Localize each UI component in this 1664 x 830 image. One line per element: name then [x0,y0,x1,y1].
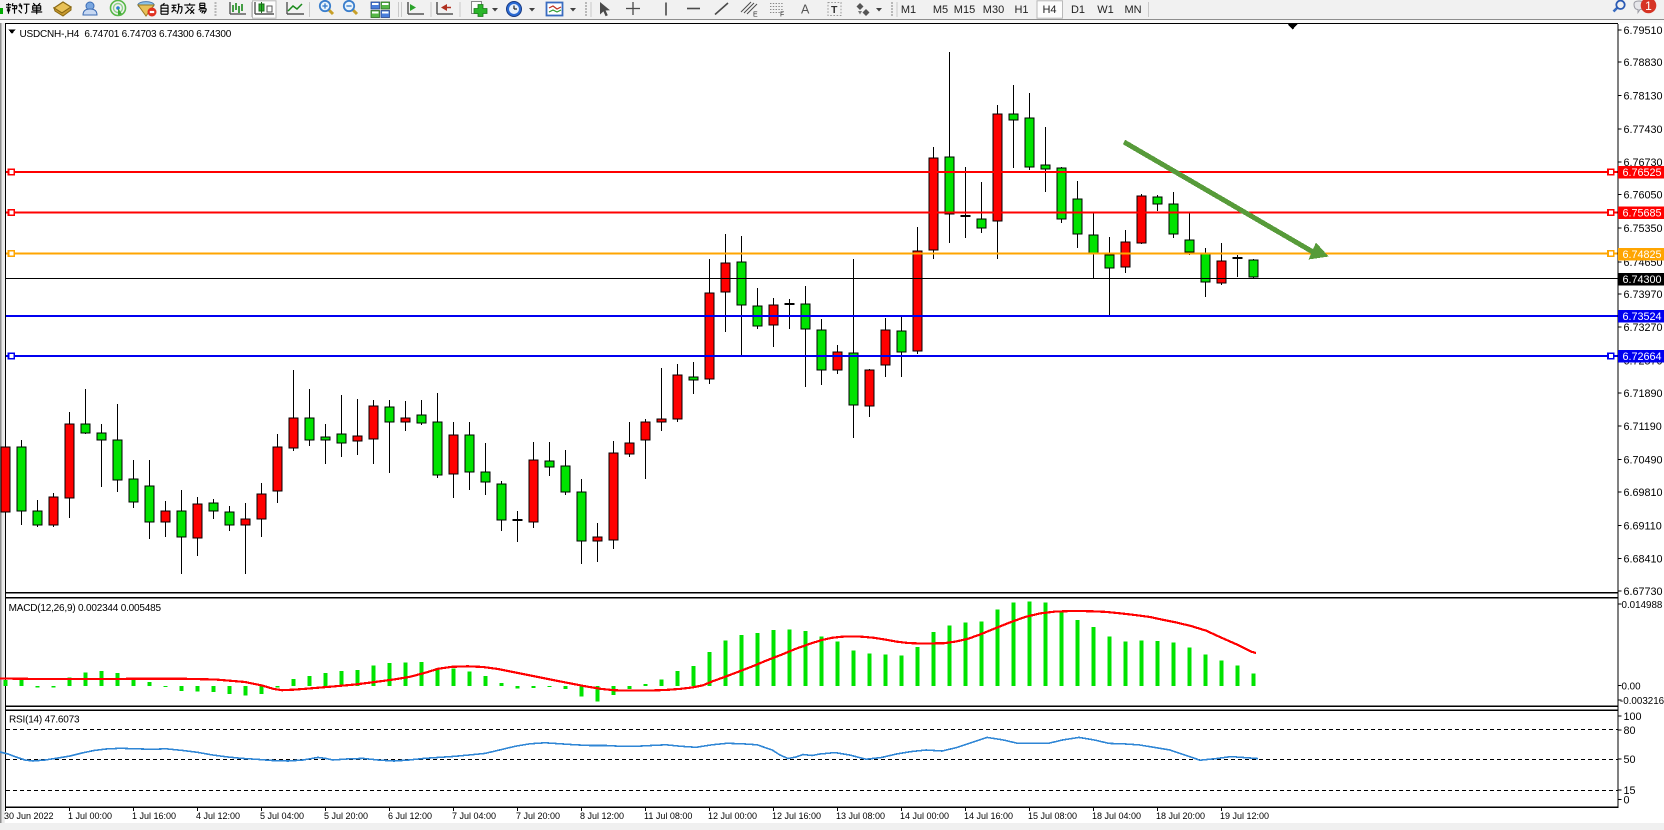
svg-text:7 Jul 20:00: 7 Jul 20:00 [516,811,560,821]
svg-text:D1: D1 [1071,4,1085,16]
svg-text:1 Jul 16:00: 1 Jul 16:00 [132,811,176,821]
svg-text:5 Jul 20:00: 5 Jul 20:00 [324,811,368,821]
svg-text:15 Jul 08:00: 15 Jul 08:00 [1028,811,1077,821]
svg-text:RSI(14) 47.6073: RSI(14) 47.6073 [9,715,80,726]
svg-text:6.74300: 6.74300 [1623,274,1662,286]
svg-text:8 Jul 12:00: 8 Jul 12:00 [580,811,624,821]
svg-text:6.73970: 6.73970 [1624,289,1663,301]
svg-text:0: 0 [1624,795,1630,807]
svg-text:7 Jul 04:00: 7 Jul 04:00 [452,811,496,821]
svg-text:-0.003216: -0.003216 [1620,696,1664,707]
svg-text:MACD(12,26,9) 0.002344 0.00548: MACD(12,26,9) 0.002344 0.005485 [9,603,162,614]
svg-text:6.76525: 6.76525 [1623,167,1662,179]
svg-text:6.75350: 6.75350 [1624,223,1663,235]
svg-text:A: A [801,3,810,17]
svg-text:MN: MN [1124,4,1141,16]
svg-text:6.77430: 6.77430 [1624,124,1663,136]
svg-text:0.014988: 0.014988 [1622,600,1663,611]
svg-text:1 Jul 00:00: 1 Jul 00:00 [68,811,112,821]
svg-text:6.78830: 6.78830 [1624,57,1663,69]
svg-text:19 Jul 12:00: 19 Jul 12:00 [1220,811,1269,821]
svg-text:H4: H4 [1042,4,1056,16]
svg-text:6.78130: 6.78130 [1624,91,1663,103]
svg-text:50: 50 [1624,754,1636,766]
svg-text:W1: W1 [1097,4,1114,16]
svg-text:F: F [780,12,784,19]
svg-text:12 Jul 16:00: 12 Jul 16:00 [772,811,821,821]
svg-text:18 Jul 04:00: 18 Jul 04:00 [1092,811,1141,821]
svg-text:M15: M15 [954,4,975,16]
svg-text:14 Jul 16:00: 14 Jul 16:00 [964,811,1013,821]
svg-text:6.69110: 6.69110 [1624,520,1662,532]
svg-text:6.76050: 6.76050 [1624,190,1663,202]
svg-text:0.00: 0.00 [1622,682,1642,693]
svg-text:13 Jul 08:00: 13 Jul 08:00 [836,811,885,821]
svg-text:30 Jun 2022: 30 Jun 2022 [4,811,54,821]
svg-text:6.72664: 6.72664 [1623,351,1662,363]
svg-text:6.73524: 6.73524 [1623,311,1662,323]
svg-text:T: T [831,4,838,16]
svg-text:5 Jul 04:00: 5 Jul 04:00 [260,811,304,821]
svg-text:6.68410: 6.68410 [1624,554,1663,566]
svg-text:H1: H1 [1014,4,1028,16]
svg-text:6.73270: 6.73270 [1624,322,1663,334]
svg-text:100: 100 [1624,711,1642,723]
svg-text:18 Jul 20:00: 18 Jul 20:00 [1156,811,1205,821]
svg-text:USDCNH-,H4 6.74701 6.74703 6.: USDCNH-,H4 6.74701 6.74703 6.74300 6.743… [20,29,232,40]
svg-text:15: 15 [1624,785,1636,797]
svg-text:M1: M1 [901,4,916,16]
svg-text:M5: M5 [933,4,948,16]
svg-text:6.70490: 6.70490 [1624,455,1663,467]
svg-text:1: 1 [1645,0,1652,13]
svg-text:6.69810: 6.69810 [1624,487,1663,499]
svg-text:12 Jul 00:00: 12 Jul 00:00 [708,811,757,821]
svg-text:14 Jul 00:00: 14 Jul 00:00 [900,811,949,821]
svg-text:6.71890: 6.71890 [1624,388,1663,400]
svg-text:6.71190: 6.71190 [1624,421,1662,433]
svg-text:6.67730: 6.67730 [1624,586,1663,598]
svg-text:6.74825: 6.74825 [1623,249,1662,261]
svg-text:M30: M30 [983,4,1004,16]
svg-text:80: 80 [1624,725,1636,737]
svg-text:11 Jul 08:00: 11 Jul 08:00 [644,811,692,821]
svg-text:E: E [753,12,758,19]
svg-text:4 Jul 12:00: 4 Jul 12:00 [196,811,240,821]
svg-text:6.79510: 6.79510 [1624,25,1663,37]
svg-text:6 Jul 12:00: 6 Jul 12:00 [388,811,432,821]
svg-text:6.75685: 6.75685 [1623,208,1662,220]
